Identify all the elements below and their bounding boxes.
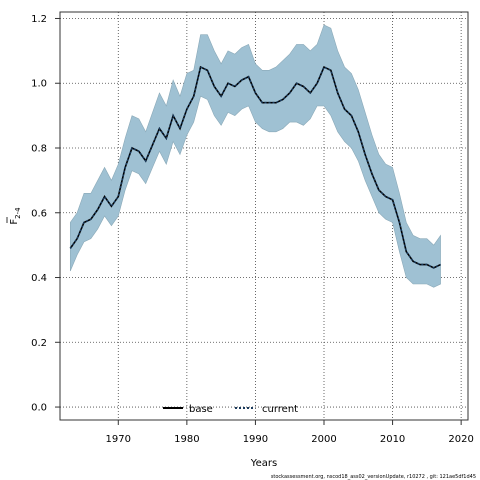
- y-axis-title-main: F: [9, 219, 20, 225]
- x-axis-ticks: 1970 1980 1990 2000 2010 2020: [106, 420, 474, 445]
- x-tick-label-1970: 1970: [106, 434, 131, 445]
- x-tick-label-1980: 1980: [174, 434, 199, 445]
- series-line-current: [69, 65, 441, 269]
- x-axis-title: Years: [250, 458, 277, 469]
- svg-text:F2-4: F2-4: [9, 207, 22, 225]
- legend-label-base: base: [189, 404, 213, 415]
- y-tick-label-2: 0.4: [31, 273, 47, 284]
- series-lines-layer: [69, 65, 441, 269]
- y-axis-title-subscript: 2-4: [14, 207, 22, 219]
- x-tick-label-1990: 1990: [243, 434, 268, 445]
- confidence-band: [69, 24, 441, 288]
- y-tick-label-4: 0.8: [31, 144, 47, 155]
- x-tick-label-2000: 2000: [311, 434, 336, 445]
- y-axis-title: F2-4: [6, 207, 22, 225]
- y-tick-label-0: 0.0: [31, 403, 47, 414]
- y-tick-label-1: 0.2: [31, 338, 47, 349]
- y-tick-label-6: 1.2: [31, 14, 47, 25]
- y-tick-label-3: 0.6: [31, 208, 47, 219]
- plot-frame: [59, 11, 469, 421]
- y-tick-label-5: 1.0: [31, 79, 47, 90]
- x-tick-label-2010: 2010: [380, 434, 405, 445]
- x-tick-label-2020: 2020: [448, 434, 473, 445]
- footer-version-note: stockassessment.org, nscod18_ass02_versi…: [271, 474, 476, 480]
- legend-label-current: current: [262, 404, 298, 415]
- legend: base current: [163, 404, 298, 415]
- y-axis-ticks: 0.0 0.2 0.4 0.6 0.8 1.0 1.2: [31, 14, 60, 414]
- confidence-band-layer: [69, 24, 441, 288]
